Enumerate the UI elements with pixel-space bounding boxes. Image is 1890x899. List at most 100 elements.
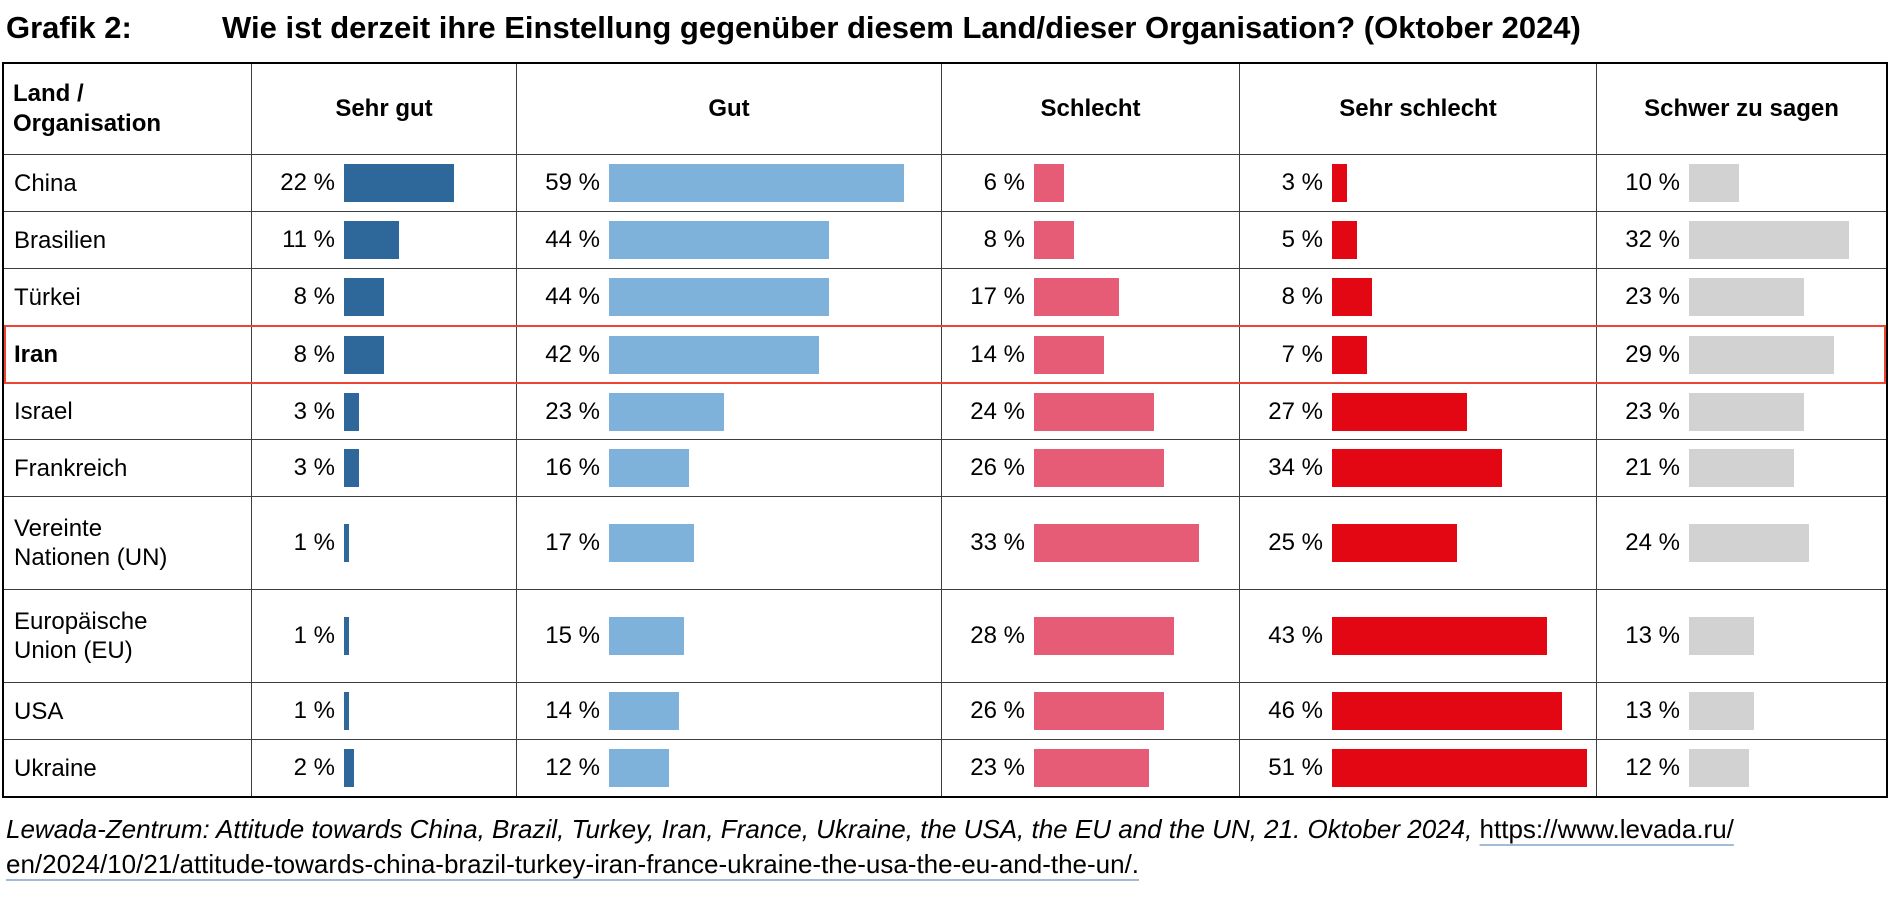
value-label: 22 % — [280, 169, 335, 196]
row-label-iran: Iran — [14, 341, 59, 368]
bar-schwer-zu-sagen-vereinte-nationen-un — [1689, 524, 1809, 562]
cell-schlecht-iran: 14 % — [941, 327, 1239, 382]
row-label-usa: USA — [14, 697, 64, 725]
cell-schlecht-turkei: 17 % — [941, 269, 1239, 325]
column-header-sehr-gut: Sehr gut — [251, 64, 516, 154]
source-link-line1[interactable]: https://www.levada.ru/ — [1479, 814, 1734, 844]
column-header-line: Land / — [13, 80, 84, 107]
value-label: 14 % — [970, 340, 1025, 368]
bar-schwer-zu-sagen-usa — [1689, 692, 1754, 730]
value-label: 34 % — [1268, 454, 1323, 481]
value-label: 12 % — [1625, 754, 1680, 781]
cell-schwer-zu-sagen-brasilien: 32 % — [1596, 212, 1886, 268]
value-label: 5 % — [1281, 226, 1323, 253]
bar-schlecht-frankreich — [1034, 449, 1164, 487]
value-label: 17 % — [545, 529, 600, 556]
bar-gut-usa — [609, 692, 679, 730]
bar-sehr-gut-turkei — [344, 278, 384, 316]
source-link-line2[interactable]: en/2024/10/21/attitude-towards-china-bra… — [6, 849, 1140, 879]
cell-gut-turkei: 44 % — [516, 269, 941, 325]
value-label: 44 % — [545, 283, 600, 310]
table-row-ukraine: Ukraine 2 % 12 % 23 % 51 % 12 % — [4, 739, 1886, 796]
cell-schwer-zu-sagen-israel: 23 % — [1596, 384, 1886, 439]
cell-schlecht-frankreich: 26 % — [941, 440, 1239, 496]
column-header-sehr-schlecht: Sehr schlecht — [1239, 64, 1596, 154]
bar-gut-brasilien — [609, 221, 829, 259]
cell-sehr-schlecht-europaische-union-eu: 43 % — [1239, 590, 1596, 682]
cell-sehr-gut-frankreich: 3 % — [251, 440, 516, 496]
bar-schlecht-vereinte-nationen-un — [1034, 524, 1199, 562]
value-label: 3 % — [293, 397, 335, 425]
value-label: 23 % — [1625, 397, 1680, 425]
bar-sehr-gut-europaische-union-eu — [344, 617, 349, 655]
value-label: 23 % — [970, 754, 1025, 781]
value-label: 2 % — [293, 754, 335, 781]
bar-sehr-gut-vereinte-nationen-un — [344, 524, 349, 562]
cell-schwer-zu-sagen-frankreich: 21 % — [1596, 440, 1886, 496]
cell-sehr-schlecht-ukraine: 51 % — [1239, 740, 1596, 796]
table-row-usa: USA 1 % 14 % 26 % 46 % 13 % — [4, 682, 1886, 739]
chart-title-number: Grafik 2: — [6, 10, 132, 45]
cell-gut-brasilien: 44 % — [516, 212, 941, 268]
bar-schwer-zu-sagen-ukraine — [1689, 749, 1749, 787]
bar-gut-frankreich — [609, 449, 689, 487]
bar-schwer-zu-sagen-israel — [1689, 392, 1804, 431]
bar-sehr-schlecht-iran — [1332, 335, 1367, 374]
cell-schwer-zu-sagen-ukraine: 12 % — [1596, 740, 1886, 796]
value-label: 59 % — [545, 169, 600, 196]
value-label: 13 % — [1625, 697, 1680, 724]
bar-gut-europaische-union-eu — [609, 617, 684, 655]
value-label: 12 % — [545, 754, 600, 781]
value-label: 21 % — [1625, 454, 1680, 481]
cell-schwer-zu-sagen-iran: 29 % — [1596, 327, 1886, 382]
value-label: 24 % — [970, 397, 1025, 425]
row-label-brasilien: Brasilien — [14, 226, 107, 254]
cell-gut-china: 59 % — [516, 155, 941, 211]
value-label: 3 % — [293, 454, 335, 481]
value-label: 13 % — [1625, 622, 1680, 649]
bar-schlecht-brasilien — [1034, 221, 1074, 259]
value-label: 1 % — [293, 529, 335, 556]
value-label: 1 % — [293, 622, 335, 649]
chart-title-text: Wie ist derzeit ihre Einstellung gegenüb… — [222, 10, 1581, 45]
cell-schwer-zu-sagen-usa: 13 % — [1596, 683, 1886, 739]
bar-gut-turkei — [609, 278, 829, 316]
bar-sehr-schlecht-israel — [1332, 392, 1467, 431]
column-header-schlecht: Schlecht — [941, 64, 1239, 154]
cell-gut-usa: 14 % — [516, 683, 941, 739]
value-label: 43 % — [1268, 622, 1323, 649]
bar-schlecht-turkei — [1034, 278, 1119, 316]
bar-schwer-zu-sagen-turkei — [1689, 278, 1804, 316]
value-label: 6 % — [983, 169, 1025, 196]
bar-sehr-schlecht-brasilien — [1332, 221, 1357, 259]
cell-gut-vereinte-nationen-un: 17 % — [516, 497, 941, 589]
cell-sehr-gut-iran: 8 % — [251, 327, 516, 382]
row-label-china: China — [14, 169, 77, 197]
cell-schwer-zu-sagen-china: 10 % — [1596, 155, 1886, 211]
value-label: 17 % — [970, 283, 1025, 310]
value-label: 8 % — [983, 226, 1025, 253]
table-row-china: China 22 % 59 % 6 % 3 % 10 % — [4, 154, 1886, 211]
value-label: 26 % — [970, 697, 1025, 724]
table-row-turkei: Türkei 8 % 44 % 17 % 8 % 23 % — [4, 268, 1886, 325]
value-label: 51 % — [1268, 754, 1323, 781]
value-label: 23 % — [1625, 283, 1680, 310]
cell-sehr-gut-ukraine: 2 % — [251, 740, 516, 796]
cell-gut-europaische-union-eu: 15 % — [516, 590, 941, 682]
chart-title: Grafik 2: Wie ist derzeit ihre Einstellu… — [6, 10, 1890, 46]
cell-schlecht-china: 6 % — [941, 155, 1239, 211]
row-label-frankreich: Frankreich — [14, 454, 128, 482]
bar-sehr-gut-ukraine — [344, 749, 354, 787]
cell-gut-israel: 23 % — [516, 384, 941, 439]
cell-schwer-zu-sagen-turkei: 23 % — [1596, 269, 1886, 325]
bar-sehr-schlecht-china — [1332, 164, 1347, 202]
cell-gut-iran: 42 % — [516, 327, 941, 382]
value-label: 29 % — [1625, 340, 1680, 368]
table-header-row: Land / Organisation Sehr gut Gut Schlecht Seh… — [4, 64, 1886, 154]
value-label: 15 % — [545, 622, 600, 649]
row-label-europaische-union-eu: Europäische Union (EU) — [14, 608, 148, 664]
cell-schlecht-vereinte-nationen-un: 33 % — [941, 497, 1239, 589]
value-label: 8 % — [293, 340, 335, 368]
bar-schwer-zu-sagen-iran — [1689, 335, 1834, 374]
bar-sehr-schlecht-usa — [1332, 692, 1562, 730]
